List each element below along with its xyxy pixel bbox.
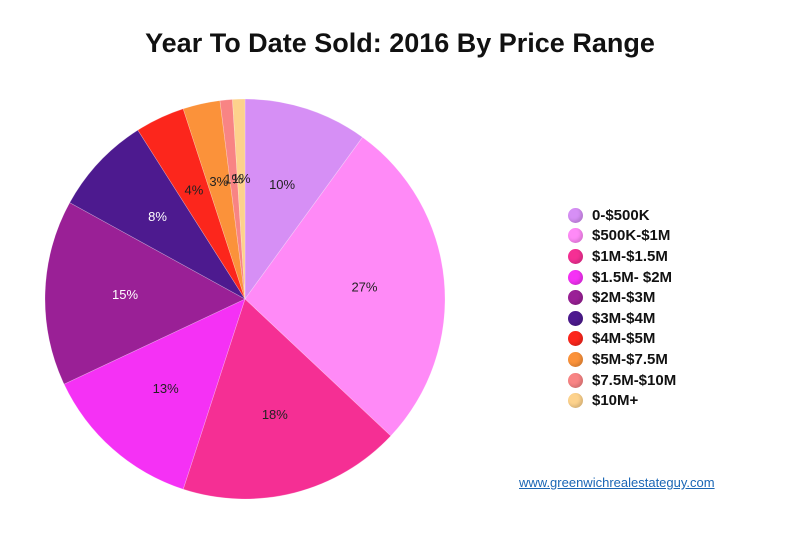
legend-item-3: $1.5M- $2M — [568, 267, 676, 288]
slice-label-7: 3% — [209, 174, 228, 189]
slice-label-9: 1% — [232, 171, 251, 186]
legend-label: $3M-$4M — [592, 309, 656, 327]
legend-label: $1M-$1.5M — [592, 247, 668, 265]
pie-slice-5 — [69, 129, 246, 300]
pie-slice-2 — [182, 298, 392, 500]
pie-slice-7 — [182, 100, 246, 300]
slice-label-8: 1% — [224, 172, 243, 187]
legend-swatch — [568, 372, 583, 388]
legend-item-0: 0-$500K — [568, 205, 676, 226]
legend-swatch — [568, 228, 583, 244]
legend-swatch — [568, 393, 583, 409]
legend-item-5: $3M-$4M — [568, 308, 676, 329]
slice-label-2: 18% — [262, 407, 288, 422]
legend-label: $1.5M- $2M — [592, 268, 673, 286]
slice-label-6: 4% — [185, 182, 204, 197]
pie-slices — [44, 98, 446, 500]
chart-title: Year To Date Sold: 2016 By Price Range — [145, 28, 655, 58]
slice-label-5: 8% — [148, 209, 167, 224]
pie-labels: 10%27%18%13%15%8%4%3%1%1% — [112, 171, 378, 422]
website-link[interactable]: www.greenwichrealestateguy.com — [519, 475, 715, 490]
pie-slice-4 — [44, 202, 246, 385]
legend-label: $10M+ — [592, 392, 639, 410]
slice-label-0: 10% — [269, 177, 295, 192]
legend-label: $7.5M-$10M — [592, 371, 677, 389]
legend-item-4: $2M-$3M — [568, 287, 676, 308]
pie-slice-0 — [244, 98, 363, 300]
legend-item-2: $1M-$1.5M — [568, 246, 676, 267]
legend-item-7: $5M-$7.5M — [568, 349, 676, 370]
legend-swatch — [568, 207, 583, 223]
legend-label: $500K-$1M — [592, 227, 671, 245]
legend-label: $2M-$3M — [592, 289, 656, 307]
legend-item-6: $4M-$5M — [568, 329, 676, 350]
legend-item-1: $500K-$1M — [568, 226, 676, 247]
legend-swatch — [568, 269, 583, 285]
legend-swatch — [568, 331, 583, 347]
legend-item-8: $7.5M-$10M — [568, 370, 676, 391]
legend-item-9: $10M+ — [568, 390, 676, 411]
slice-label-3: 13% — [153, 381, 179, 396]
legend-swatch — [568, 248, 583, 264]
legend-label: 0-$500K — [592, 206, 650, 224]
slice-label-4: 15% — [112, 287, 138, 302]
slice-label-1: 27% — [351, 280, 377, 295]
pie-slice-6 — [137, 108, 246, 300]
pie-slice-9 — [232, 98, 246, 300]
pie-slice-3 — [63, 298, 246, 490]
legend-swatch — [568, 351, 583, 367]
legend-swatch — [568, 290, 583, 306]
legend-label: $5M-$7.5M — [592, 350, 668, 368]
legend: 0-$500K $500K-$1M $1M-$1.5M $1.5M- $2M $2M-$… — [568, 205, 676, 411]
legend-swatch — [568, 310, 583, 326]
legend-label: $4M-$5M — [592, 330, 656, 348]
pie-slice-1 — [244, 136, 446, 437]
pie-slice-8 — [219, 99, 246, 300]
